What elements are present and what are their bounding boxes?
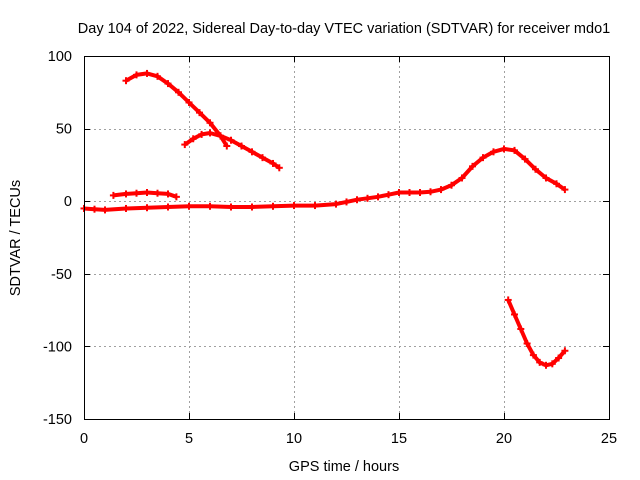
chart-title: Day 104 of 2022, Sidereal Day-to-day VTE… (78, 21, 610, 37)
y-tick-label: 50 (56, 122, 72, 138)
y-tick-label: -100 (43, 339, 72, 355)
x-tick-label: 20 (496, 431, 512, 447)
x-axis-label: GPS time / hours (289, 459, 399, 475)
axis-ticks: 0 5 10 15 20 25 -150 -100 -50 0 50 100 (43, 49, 617, 447)
y-tick-label: 100 (48, 49, 72, 65)
x-tick-label: 15 (391, 431, 407, 447)
y-axis-label: SDTVAR / TECUs (8, 180, 24, 296)
x-tick-label: 25 (601, 431, 617, 447)
series-arc-2 (183, 131, 281, 170)
x-tick-label: 0 (80, 431, 88, 447)
grid (84, 56, 609, 419)
plot-frame (84, 56, 610, 420)
x-tick-label: 5 (185, 431, 193, 447)
y-tick-label: -150 (43, 412, 72, 428)
data-series (80, 69, 569, 369)
x-tick-label: 10 (286, 431, 302, 447)
series-arc-6 (506, 299, 567, 368)
y-tick-label: -50 (51, 267, 72, 283)
y-tick-label: 0 (64, 194, 72, 210)
series-arc-5 (399, 146, 567, 195)
